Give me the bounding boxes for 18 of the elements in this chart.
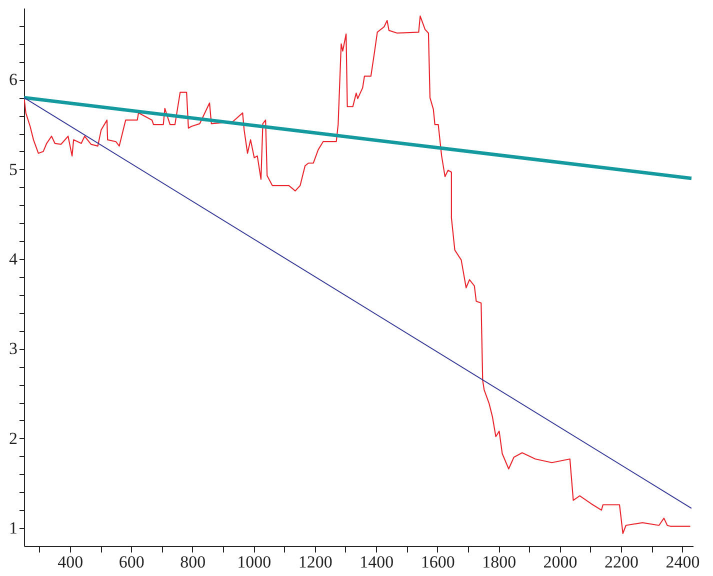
x-tick-label: 800	[180, 552, 206, 572]
y-tick-label: 4	[9, 250, 18, 269]
x-tick-label: 2200	[604, 552, 639, 572]
x-tick-label: 1200	[298, 552, 332, 572]
y-tick-label: 2	[9, 428, 18, 448]
line-series	[24, 16, 691, 534]
x-tick-label: 600	[118, 552, 144, 572]
x-tick-label: 1600	[420, 552, 455, 572]
x-tick-label: 2000	[543, 552, 578, 572]
y-tick-label: 6	[9, 70, 18, 90]
x-tick-label: 1400	[360, 552, 394, 572]
x-tick-label: 400	[58, 552, 84, 572]
x-tick-label: 2400	[666, 552, 700, 572]
y-tick-label: 5	[9, 160, 18, 179]
x-tick-label: 1000	[237, 552, 272, 572]
y-tick-label: 1	[9, 518, 18, 538]
x-tick-label: 1800	[482, 552, 516, 572]
y-tick-label: 3	[9, 339, 18, 358]
